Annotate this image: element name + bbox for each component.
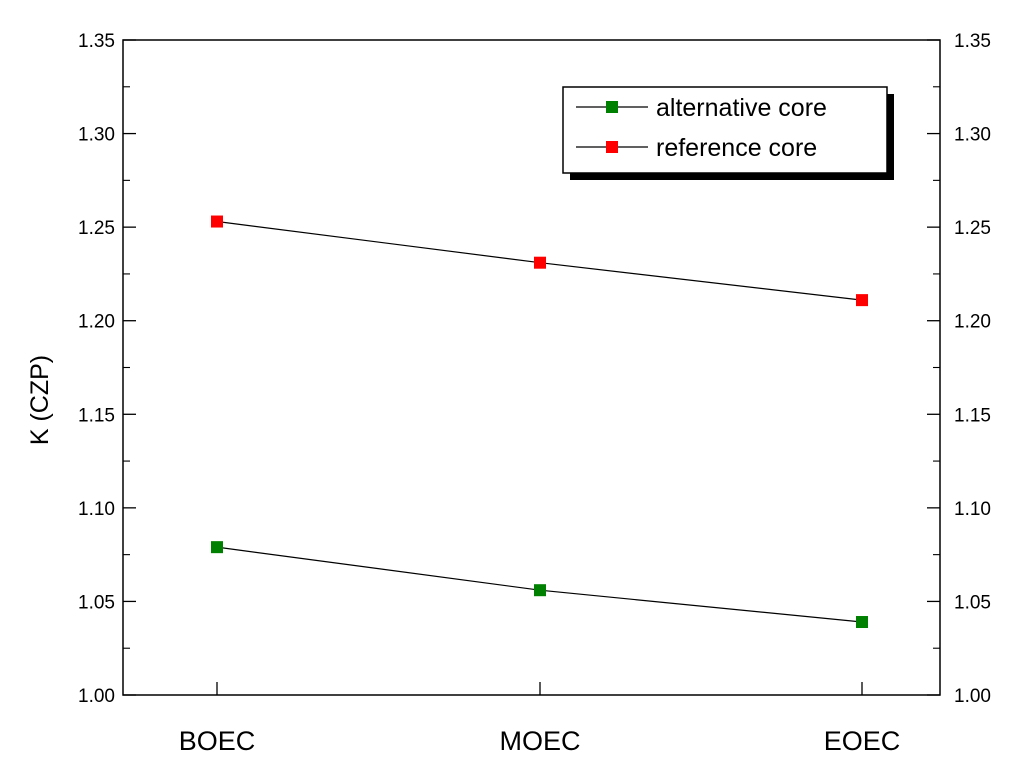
legend-label-alternative-core: alternative core xyxy=(656,94,827,122)
legend-label-reference-core: reference core xyxy=(656,134,817,162)
y-tick-label-left: 1.10 xyxy=(78,499,115,520)
legend-marker-alternative-core xyxy=(606,101,618,113)
y-axis-right: 1.00 1.05 1.10 1.15 1.20 1.25 1.30 1.35 xyxy=(927,31,991,707)
data-point-reference-core xyxy=(211,215,223,228)
legend: alternative core reference core xyxy=(562,86,894,180)
y-tick-label-left: 1.25 xyxy=(78,218,115,239)
y-tick-label-right: 1.00 xyxy=(954,686,991,707)
y-tick-label-right: 1.35 xyxy=(954,31,991,52)
y-tick-label-left: 1.00 xyxy=(78,686,115,707)
data-point-reference-core xyxy=(534,256,546,269)
data-point-alternative-core xyxy=(211,541,223,554)
legend-marker-reference-core xyxy=(606,141,618,153)
y-tick-label-right: 1.30 xyxy=(954,125,991,146)
y-tick-label-right: 1.10 xyxy=(954,499,991,520)
series-layer xyxy=(211,215,868,629)
x-tick-label: BOEC xyxy=(179,726,256,756)
data-point-alternative-core xyxy=(856,616,868,629)
x-tick-label: EOEC xyxy=(824,726,901,756)
y-tick-label-left: 1.35 xyxy=(78,31,115,52)
y-axis-title: K (CZP) xyxy=(26,355,54,445)
y-tick-label-left: 1.20 xyxy=(78,312,115,333)
x-axis: BOEC MOEC EOEC xyxy=(179,682,901,756)
y-tick-label-right: 1.15 xyxy=(954,405,991,426)
data-point-reference-core xyxy=(856,294,868,307)
data-point-alternative-core xyxy=(534,584,546,597)
y-tick-label-left: 1.30 xyxy=(78,125,115,146)
y-tick-label-left: 1.05 xyxy=(78,592,115,613)
y-tick-label-right: 1.05 xyxy=(954,592,991,613)
y-tick-label-left: 1.15 xyxy=(78,405,115,426)
y-axis-left: 1.00 1.05 1.10 1.15 1.20 1.25 1.30 1.35 xyxy=(78,31,136,707)
y-tick-label-right: 1.20 xyxy=(954,312,991,333)
x-tick-label: MOEC xyxy=(500,726,581,756)
y-tick-label-right: 1.25 xyxy=(954,218,991,239)
